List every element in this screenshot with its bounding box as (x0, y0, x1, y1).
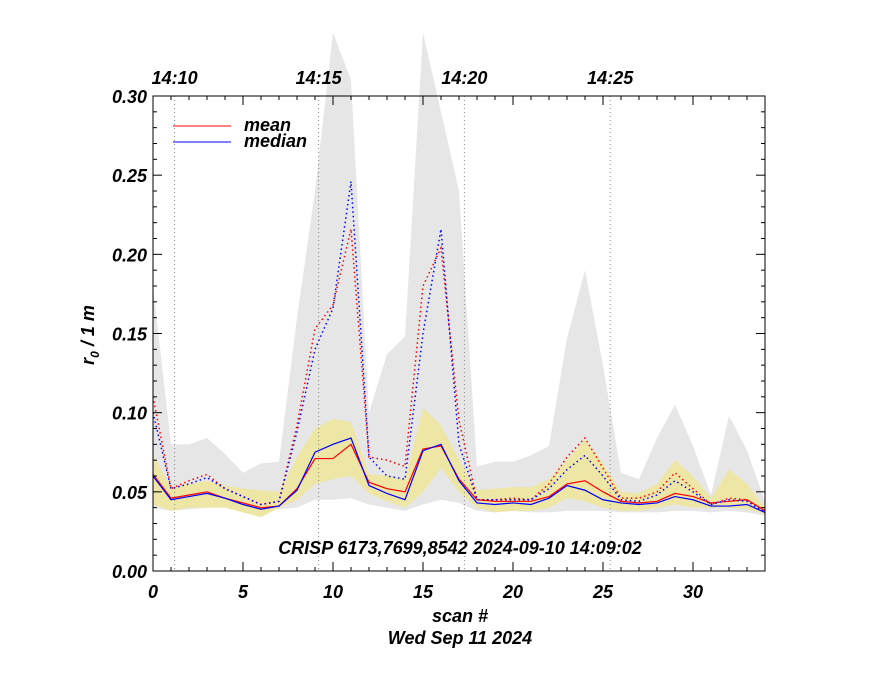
data-bands (153, 32, 765, 518)
x-tick-label-3: 15 (413, 582, 434, 602)
time-tick-label-2: 14:20 (441, 68, 487, 88)
x-tick-label-5: 25 (592, 582, 614, 602)
series-line-3 (153, 181, 766, 514)
axis-ticks (152, 95, 766, 572)
x-tick-label-2: 10 (323, 582, 343, 602)
y-axis-label-r: r (78, 357, 98, 365)
series-line-1 (153, 437, 766, 513)
time-tick-label-3: 14:25 (587, 68, 634, 88)
x-tick-label-0: 0 (148, 582, 158, 602)
series-line-0 (153, 443, 766, 512)
tick-labels: 14:10 14:15 14:20 14:25 0 5 10 15 20 25 30 0.00 0.05… (112, 68, 703, 602)
legend: mean median (173, 115, 307, 151)
chart-title: CRISP 6173,7699,8542 2024-09-10 14:09:02 (278, 538, 642, 558)
x-tick-label-6: 30 (683, 582, 703, 602)
x-tick-label-1: 5 (238, 582, 249, 602)
time-tick-label-0: 14:10 (152, 68, 198, 88)
date-label: Wed Sep 11 2024 (388, 628, 532, 648)
y-tick-label-2: 0.10 (112, 404, 147, 424)
y-tick-label-6: 0.30 (112, 87, 147, 107)
range-band-gray (153, 32, 765, 516)
y-tick-label-0: 0.00 (112, 562, 147, 582)
y-tick-label-5: 0.25 (112, 166, 148, 186)
y-tick-label-4: 0.20 (112, 245, 147, 265)
legend-mean-label: mean (244, 115, 291, 135)
y-tick-label-3: 0.15 (112, 325, 148, 345)
y-axis-label-rest: / 1 m (78, 305, 98, 351)
time-tick-label-1: 14:15 (296, 68, 343, 88)
y-tick-label-1: 0.05 (112, 483, 148, 503)
y-axis-label: r0 / 1 m (78, 305, 102, 365)
x-tick-label-4: 20 (502, 582, 523, 602)
y-axis-label-sub: 0 (88, 351, 102, 358)
series-lines (153, 181, 766, 514)
legend-median-label: median (244, 131, 307, 151)
x-axis-label: scan # (432, 606, 488, 626)
range-band-yellow (153, 407, 765, 518)
